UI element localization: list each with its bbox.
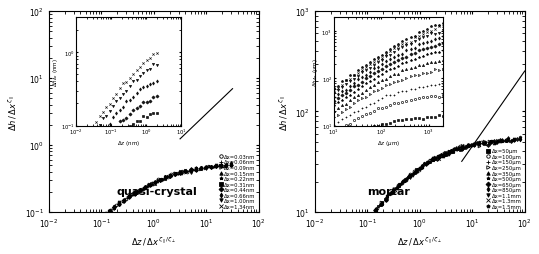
X-axis label: $\Delta z\,/\,\Delta x^{\,\zeta_\parallel/\zeta_\perp}$: $\Delta z\,/\,\Delta x^{\,\zeta_\paralle… — [131, 235, 176, 247]
Text: mortar: mortar — [367, 186, 410, 196]
X-axis label: $\Delta z\,/\,\Delta x^{\,\zeta_\parallel/\zeta_\perp}$: $\Delta z\,/\,\Delta x^{\,\zeta_\paralle… — [397, 235, 443, 247]
Y-axis label: $\Delta h\,/\,\Delta x^{\,\zeta_\parallel}$: $\Delta h\,/\,\Delta x^{\,\zeta_\paralle… — [277, 94, 289, 130]
Text: quasi-crystal: quasi-crystal — [116, 186, 197, 196]
Y-axis label: $\Delta h\,/\,\Delta x^{\,\zeta_\parallel}$: $\Delta h\,/\,\Delta x^{\,\zeta_\paralle… — [7, 94, 19, 130]
Legend: Δx=0.03nm, Δx=0.06nm, Δx=0.09nm, Δx=0.15nm, Δx=0.22nm, Δx=0.31nm, Δx=0.44nm, Δx=: Δx=0.03nm, Δx=0.06nm, Δx=0.09nm, Δx=0.15… — [219, 154, 256, 209]
Legend: Δx=50μm, Δx=100μm, Δx=150μm, Δx=250μm, Δx=350μm, Δx=500μm, Δx=650μm, Δx=850μm, Δ: Δx=50μm, Δx=100μm, Δx=150μm, Δx=250μm, Δ… — [486, 148, 522, 209]
